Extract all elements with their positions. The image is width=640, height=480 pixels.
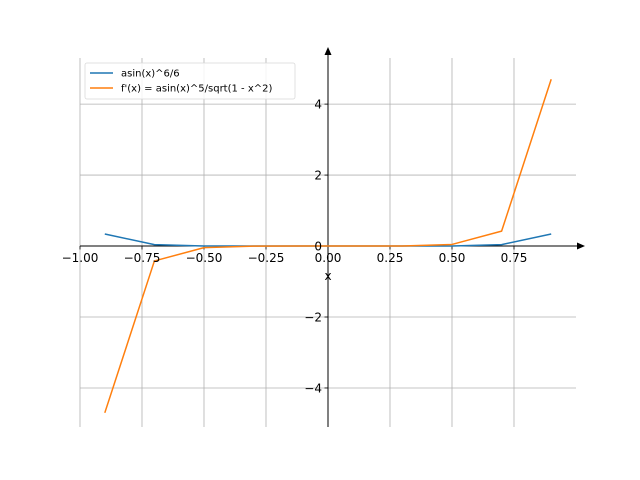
legend-label-1: f'(x) = asin(x)^5/sqrt(1 - x^2)	[121, 84, 272, 95]
x-axis-label: x	[324, 269, 331, 283]
legend-box	[84, 62, 296, 100]
y-tick-label-0: −4	[304, 381, 322, 395]
y-tick-label-3: 2	[314, 169, 322, 183]
y-tick-label-1: −2	[304, 311, 322, 325]
series-lines	[104, 79, 552, 414]
y-tick-label-4: 4	[314, 98, 322, 112]
x-tick-label-6: 0.50	[439, 251, 466, 265]
legend: asin(x)^6/6 f'(x) = asin(x)^5/sqrt(1 - x^…	[84, 62, 296, 100]
x-tick-label-4: 0.00	[315, 251, 342, 265]
tick-labels: −1.00 −0.75 −0.50 −0.25 0.00 0.25 0.50 0.75 −4 −2…	[62, 98, 528, 396]
x-tick-label-0: −1.00	[62, 251, 99, 265]
x-tick-label-7: 0.75	[501, 251, 528, 265]
series-line-1	[104, 79, 552, 414]
x-tick-label-5: 0.25	[377, 251, 404, 265]
y-tick-label-2: 0	[314, 240, 322, 254]
x-tick-label-1: −0.75	[124, 251, 161, 265]
legend-label-0: asin(x)^6/6	[121, 69, 180, 80]
x-tick-label-2: −0.50	[186, 251, 223, 265]
y-axis-arrow	[324, 47, 332, 55]
x-tick-label-3: −0.25	[248, 251, 285, 265]
x-axis-arrow	[577, 242, 585, 250]
